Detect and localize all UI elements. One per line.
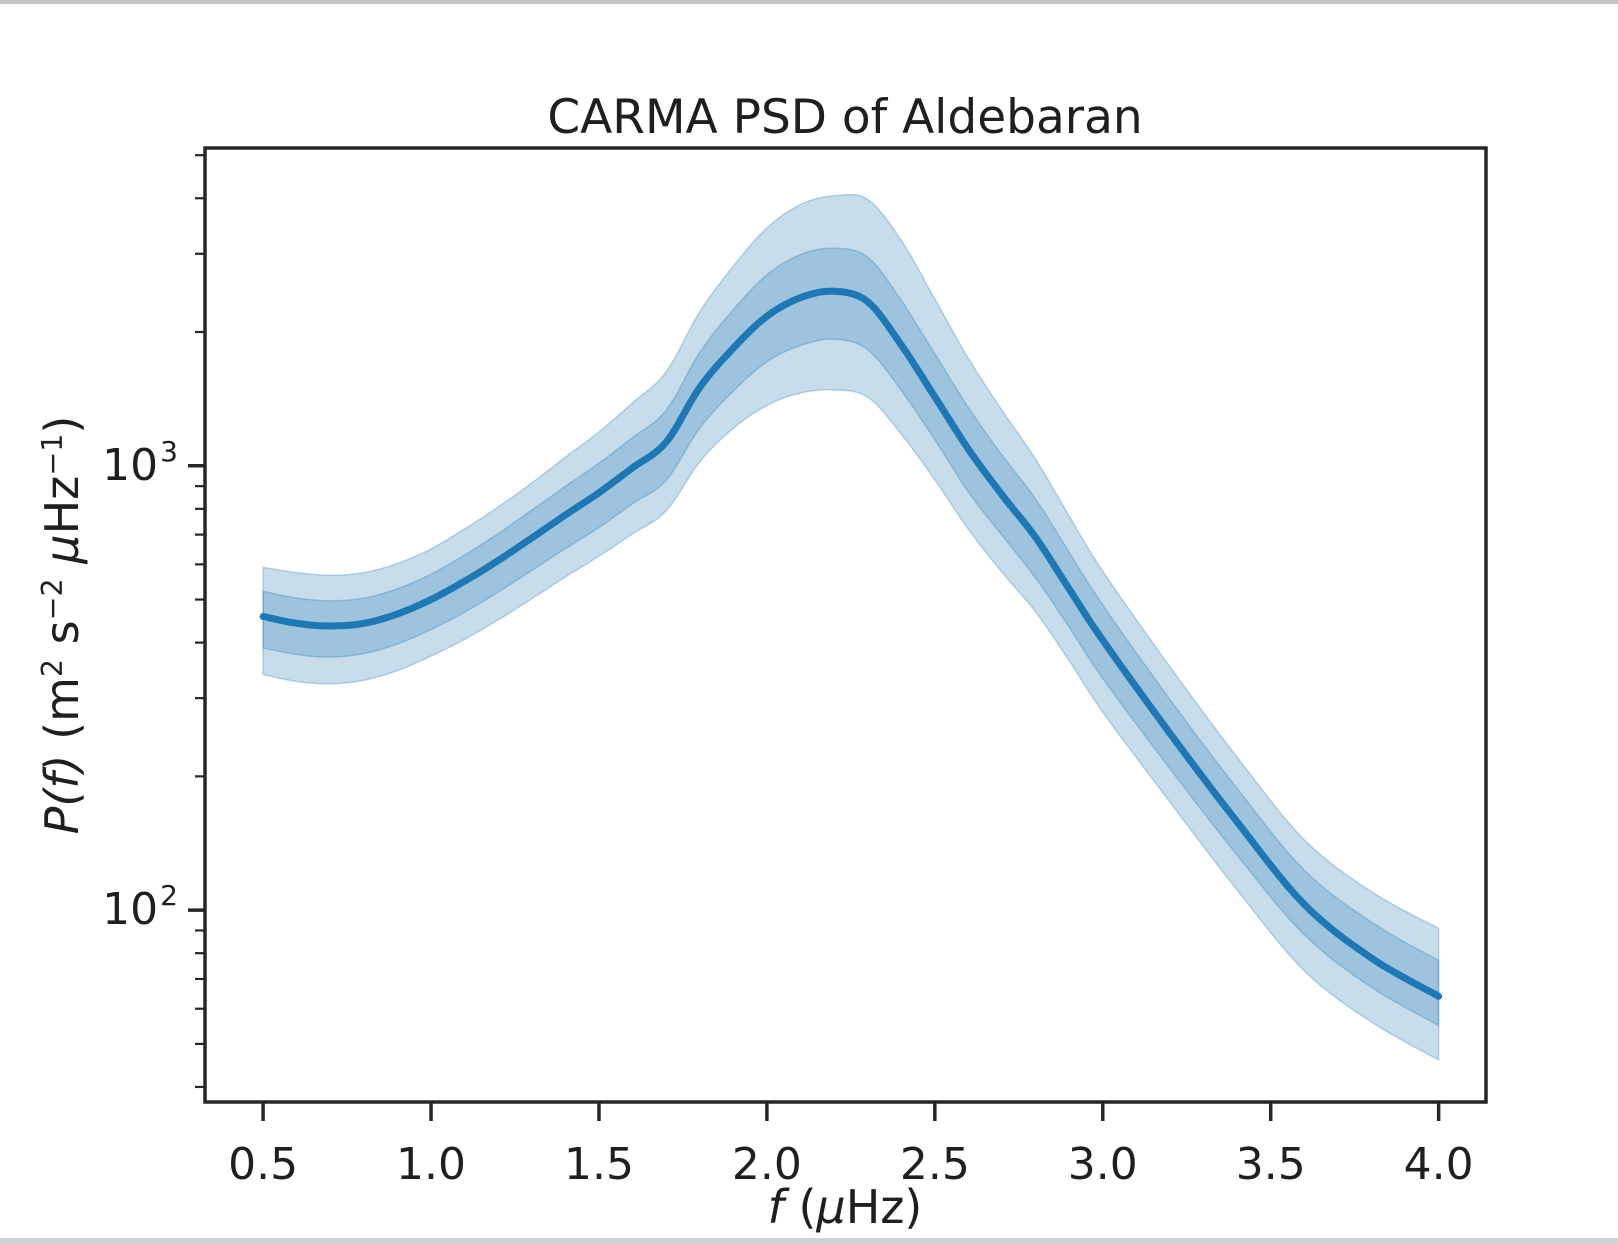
x-tick-label: 2.5 [899,1139,970,1190]
y-tick-label: 102 [102,879,178,936]
y-axis-label-pf: P(f) [35,754,89,835]
mu-symbol: μ [35,534,89,579]
window-bottom-edge [0,1238,1618,1244]
y-axis-label: P(f) (m2 s−2 μHz−1) [35,415,89,835]
x-tick-label: 1.0 [396,1139,467,1190]
axes-frame [203,146,1488,1104]
x-axis-label-f: f [767,1180,784,1234]
x-tick-label: 3.5 [1235,1139,1306,1190]
window-top-edge [0,0,1618,4]
x-tick-label: 4.0 [1403,1139,1474,1190]
x-tick-label: 2.0 [731,1139,802,1190]
psd-median-line [259,287,1443,1000]
y-tick-label: 103 [102,434,178,491]
confidence-band-inner [262,247,1440,1027]
x-tick-label: 3.0 [1067,1139,1138,1190]
x-axis-label: f (μHz) [767,1180,923,1234]
confidence-band-outer [262,193,1440,1062]
chart-title: CARMA PSD of Aldebaran [547,90,1143,145]
mu-symbol: μ [816,1180,846,1234]
x-tick-label: 1.5 [563,1139,634,1190]
x-tick-label: 0.5 [228,1139,299,1190]
